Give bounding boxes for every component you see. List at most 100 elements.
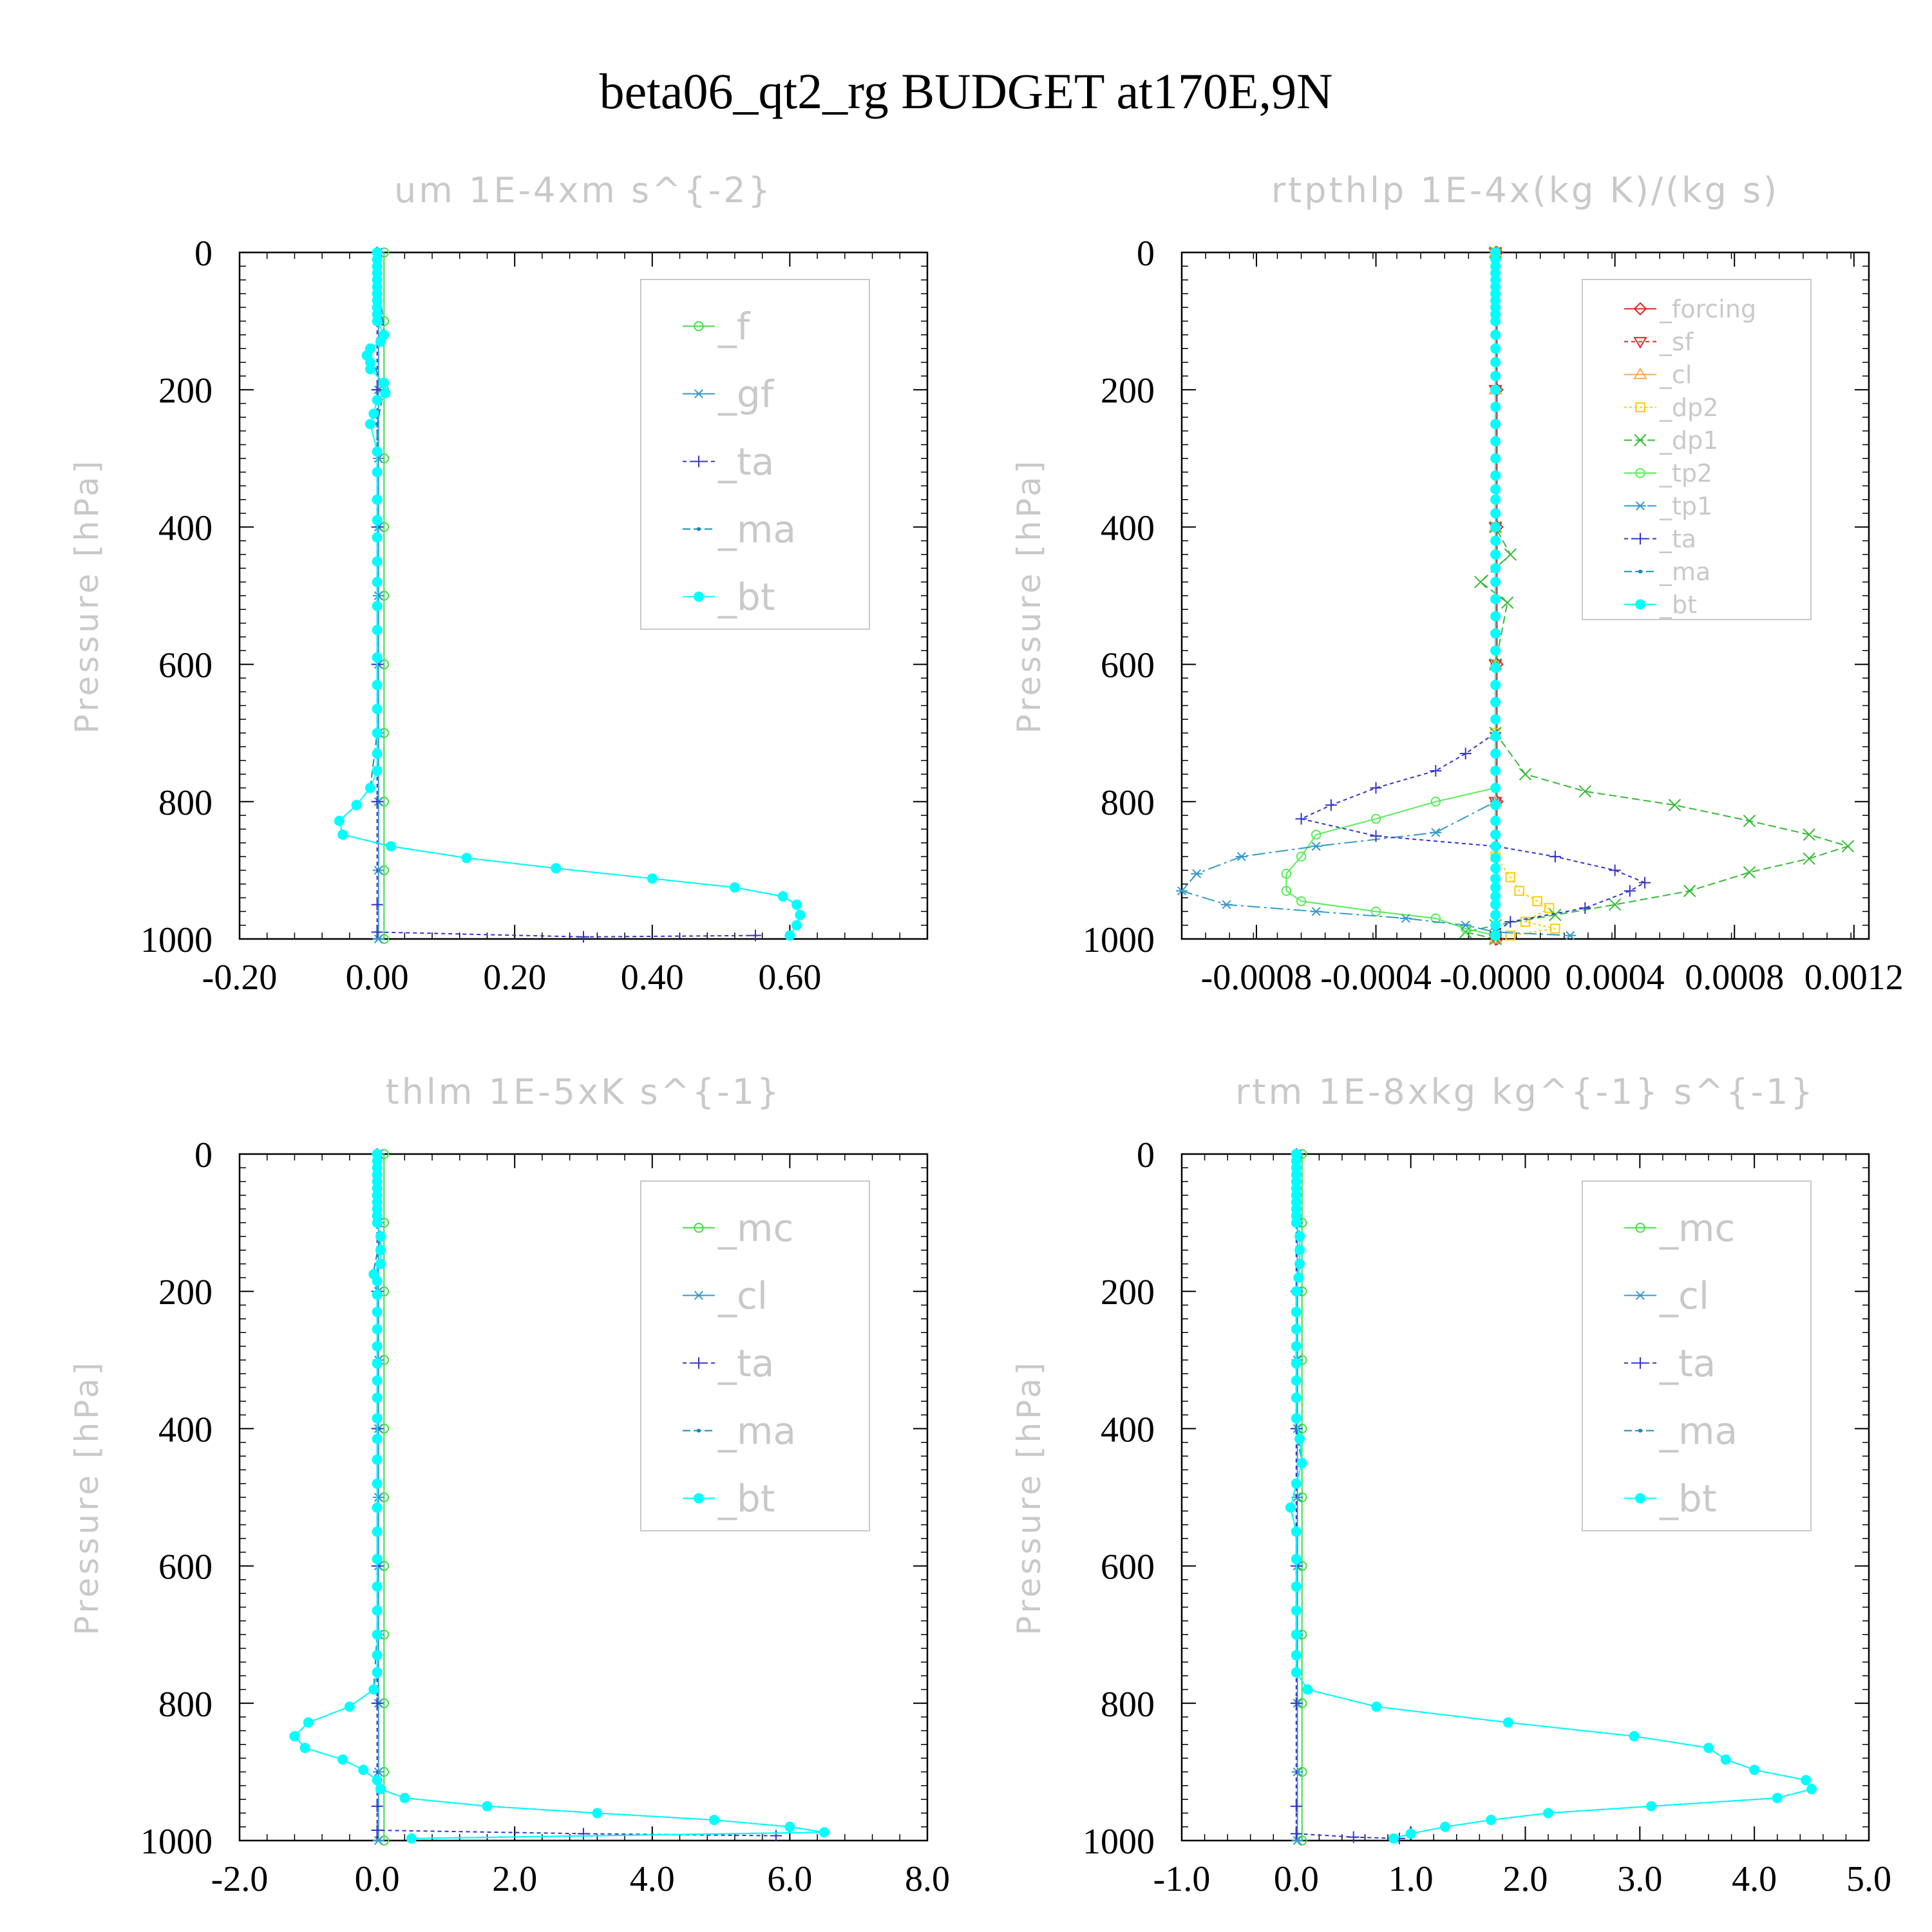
thlm-point-bt: [372, 1650, 383, 1661]
rtpthlp-point-bt: [1490, 494, 1501, 505]
rtpthlp-point-dp1: [1549, 908, 1562, 922]
rtpthlp-point-bt: [1490, 316, 1501, 327]
um-series-gf: [372, 247, 384, 944]
thlm-legend-marker: [693, 1291, 705, 1300]
thlm-point-bt: [372, 1358, 383, 1369]
um-point-bt: [647, 873, 658, 884]
thlm-legend-marker: [694, 1222, 704, 1233]
rtm-point-bt: [1291, 1392, 1302, 1403]
rtpthlp-point-ta: [1624, 885, 1636, 897]
rtm-point-bt: [1291, 1358, 1302, 1369]
rtpthlp-xtick-label: -0.0004: [1320, 958, 1432, 998]
rtpthlp-point-bt: [1490, 563, 1501, 574]
thlm-point-bt: [337, 1754, 348, 1765]
um-ytick-label: 800: [158, 783, 213, 823]
rtm-point-bt: [1291, 1629, 1302, 1640]
um-legend-label: _ta: [717, 440, 774, 484]
rtpthlp-point-bt: [1490, 508, 1501, 519]
rtm-legend-box: [1582, 1180, 1812, 1531]
um-legend-marker: [693, 389, 705, 399]
rtpthlp-point-bt: [1490, 611, 1501, 621]
rtpthlp-point-dp1: [1803, 828, 1815, 841]
rtpthlp-legend: _forcing _sf _cl _dp2 _dp1 _tp2 _tp1 _ta _ma _bt: [1582, 279, 1812, 620]
um-point-gf: [372, 866, 384, 875]
um-legend-label: _bt: [717, 575, 775, 619]
um-point-bt: [372, 316, 383, 327]
rtm-point-bt: [1291, 1341, 1302, 1352]
panel-um: um 1E-4xm s^{-2} Pressure [hPa] -0.20 0.00 0…: [68, 170, 929, 998]
rtpthlp-point-tp2: [1370, 906, 1381, 917]
thlm-point-bt: [299, 1743, 310, 1754]
rtpthlp-legend-entry-cl: _cl: [1624, 361, 1692, 389]
rtm-legend-entry-ma: _ma: [1624, 1409, 1738, 1453]
rtm-point-bt: [1388, 1833, 1399, 1844]
rtpthlp-point-bt: [1490, 863, 1501, 874]
thlm-legend-entry-cl: _cl: [683, 1274, 768, 1318]
rtpthlp-point-dp1: [1501, 596, 1514, 609]
rtpthlp-point-ta: [1295, 813, 1307, 825]
um-legend-label: _gf: [717, 372, 775, 416]
rtpthlp-point-bt: [1490, 909, 1501, 920]
um-point-bt: [461, 853, 472, 864]
thlm-point-bt: [372, 1581, 383, 1592]
um-point-bt: [791, 899, 802, 910]
um-legend-label: _ma: [717, 507, 796, 551]
rtpthlp-point-bt: [1490, 484, 1501, 495]
rtm-xtick-label: 5.0: [1846, 1859, 1891, 1899]
rtm-point-bt: [1296, 1457, 1307, 1468]
rtpthlp-point-tp2: [1281, 868, 1292, 879]
thlm-point-bt: [372, 1667, 383, 1678]
rtpthlp-point-bt: [1490, 576, 1501, 587]
thlm-point-bt: [372, 1553, 383, 1564]
um-point-bt: [334, 815, 345, 826]
thlm-point-bt: [372, 1375, 383, 1386]
rtm-point-bt: [1302, 1684, 1313, 1695]
thlm-xtick-label: 6.0: [767, 1859, 812, 1899]
rtpthlp-ytick-label: 200: [1101, 371, 1155, 411]
rtm-point-bt: [1291, 1307, 1302, 1318]
rtpthlp-point-ta: [1459, 748, 1472, 760]
um-ytick-label: 0: [194, 234, 213, 274]
rtpthlp-point-bt: [1490, 800, 1501, 811]
rtm-point-bt: [1440, 1821, 1451, 1832]
rtpthlp-point-tp1: [1310, 907, 1322, 916]
rtm-legend-marker: [1635, 1222, 1645, 1233]
rtpthlp-point-tp2: [1281, 886, 1292, 896]
rtpthlp-point-tp1: [1176, 886, 1188, 896]
rtm-point-bt: [1291, 1581, 1302, 1592]
rtpthlp-legend-label: _tp2: [1659, 459, 1712, 488]
um-point-bt: [372, 765, 383, 776]
um-point-bt: [372, 625, 383, 636]
rtpthlp-point-ta: [1609, 864, 1621, 876]
um-xtick-label: 0.40: [621, 958, 684, 998]
rtpthlp-point-dp2: [1544, 903, 1555, 913]
thlm-point-bt: [819, 1827, 829, 1838]
rtm-point-bt: [1293, 1272, 1304, 1283]
panel-thlm: thlm 1E-5xK s^{-1} Pressure [hPa] -2.0 0.0 2…: [68, 1072, 950, 1899]
rtpthlp-legend-entry-dp1: _dp1: [1624, 426, 1718, 455]
um-legend-marker: [697, 527, 701, 531]
rtpthlp-legend-label: _dp2: [1659, 393, 1718, 422]
rtpthlp-line-tp2: [1285, 252, 1497, 936]
thlm-xtick-label: 2.0: [492, 1859, 537, 1899]
thlm-legend: _mc _cl _ta _ma _bt: [640, 1180, 870, 1531]
um-point-bt: [380, 388, 391, 399]
um-point-bt: [372, 446, 383, 457]
um-point-bt: [372, 395, 383, 406]
rtpthlp-point-dp1: [1743, 814, 1756, 828]
rtm-legend-label: _bt: [1659, 1477, 1717, 1520]
rtm-legend-label: _cl: [1659, 1274, 1709, 1318]
rtm-point-bt: [1291, 1286, 1302, 1297]
rtpthlp-point-bt: [1490, 853, 1501, 864]
thlm-legend-label: _mc: [717, 1206, 793, 1250]
rtm-point-cl: [1291, 1767, 1303, 1777]
rtm-line-ta: [1295, 1154, 1399, 1839]
thlm-point-bt: [708, 1815, 719, 1826]
rtpthlp-ytick-label: 1000: [1083, 920, 1155, 960]
rtpthlp-point-bt: [1490, 470, 1501, 481]
rtm-point-ta: [1290, 1828, 1302, 1840]
thlm-legend-entry-ma: _ma: [683, 1409, 796, 1453]
thlm-point-bt: [372, 1276, 383, 1287]
rtm-point-bt: [1486, 1815, 1497, 1826]
rtpthlp-point-dp2: [1532, 896, 1542, 907]
